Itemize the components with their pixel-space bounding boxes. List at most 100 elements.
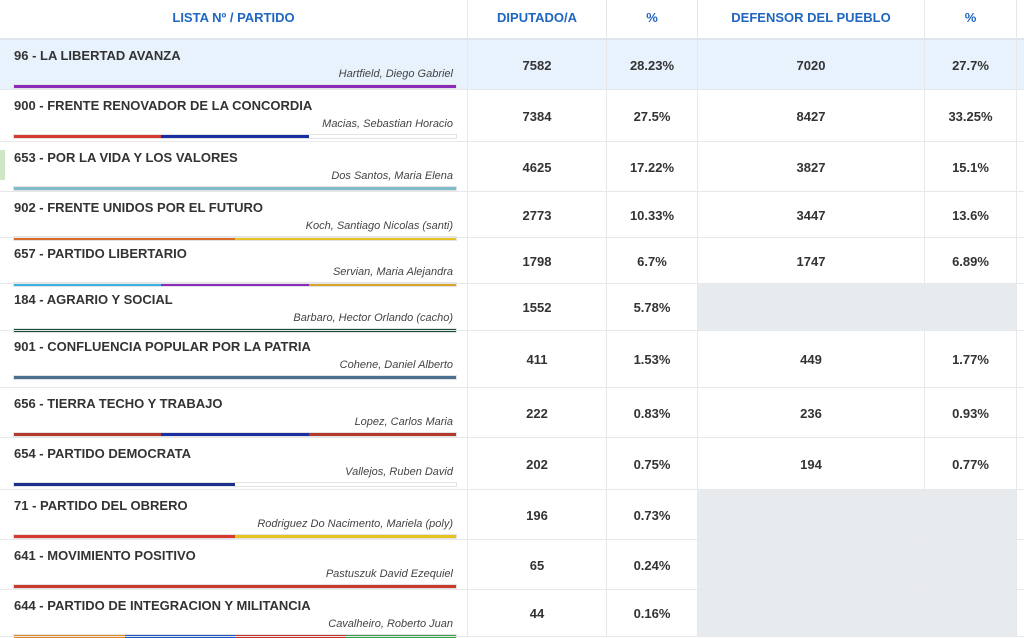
candidate-name: Macias, Sebastian Horacio — [322, 118, 453, 130]
party-name: 71 - PARTIDO DEL OBRERO — [14, 498, 188, 513]
party-color-segment — [14, 585, 456, 588]
row-divider — [0, 539, 1024, 540]
party-color-segment — [14, 535, 235, 538]
row-divider — [0, 283, 1024, 284]
party-cell: 900 - FRENTE RENOVADOR DE LA CONCORDIA Ma… — [0, 90, 468, 142]
table-row[interactable]: 657 - PARTIDO LIBERTARIO Servian, Maria A… — [0, 238, 1024, 287]
deputy-votes: 1798 — [468, 238, 607, 284]
party-color-segment — [14, 237, 235, 240]
side-tab — [0, 150, 5, 180]
defensor-votes: 194 — [698, 438, 925, 490]
party-color-bar — [13, 134, 457, 139]
party-color-segment — [14, 433, 162, 436]
table-row[interactable]: 653 - POR LA VIDA Y LOS VALORES Dos Santo… — [0, 142, 1024, 192]
candidate-name: Barbaro, Hector Orlando (cacho) — [293, 312, 453, 324]
table-row[interactable]: 902 - FRENTE UNIDOS POR EL FUTURO Koch, S… — [0, 192, 1024, 241]
header-deputy[interactable]: DIPUTADO/A — [468, 0, 607, 38]
deputy-votes: 202 — [468, 438, 607, 490]
party-color-segment — [308, 283, 456, 286]
party-color-segment — [235, 483, 456, 486]
deputy-percent: 5.78% — [607, 284, 698, 331]
deputy-votes: 2773 — [468, 192, 607, 238]
candidate-name: Dos Santos, Maria Elena — [331, 170, 453, 182]
party-color-segment — [161, 433, 309, 436]
party-color-segment — [14, 85, 456, 88]
header-deputy-percent[interactable]: % — [607, 0, 698, 38]
deputy-percent: 0.75% — [607, 438, 698, 490]
table-row[interactable]: 641 - MOVIMIENTO POSITIVO Pastuszuk David… — [0, 540, 1024, 590]
deputy-votes: 196 — [468, 490, 607, 540]
defensor-votes — [698, 490, 925, 540]
party-cell: 901 - CONFLUENCIA POPULAR POR LA PATRIA C… — [0, 331, 468, 388]
party-cell: 653 - POR LA VIDA Y LOS VALORES Dos Santo… — [0, 142, 468, 192]
table-row[interactable]: 900 - FRENTE RENOVADOR DE LA CONCORDIA Ma… — [0, 90, 1024, 142]
party-color-bar — [13, 375, 457, 380]
party-cell: 654 - PARTIDO DEMOCRATA Vallejos, Ruben D… — [0, 438, 468, 490]
defensor-percent: 0.93% — [925, 388, 1017, 438]
defensor-votes: 236 — [698, 388, 925, 438]
party-name: 641 - MOVIMIENTO POSITIVO — [14, 548, 196, 563]
defensor-votes — [698, 284, 925, 331]
defensor-percent: 0.77% — [925, 438, 1017, 490]
party-color-bar — [13, 482, 457, 487]
defensor-votes — [698, 540, 925, 590]
candidate-name: Vallejos, Ruben David — [345, 466, 453, 478]
table-row[interactable]: 644 - PARTIDO DE INTEGRACION Y MILITANCI… — [0, 590, 1024, 638]
deputy-votes: 7582 — [468, 40, 607, 90]
table-row[interactable]: 184 - AGRARIO Y SOCIAL Barbaro, Hector Or… — [0, 284, 1024, 333]
defensor-votes: 8427 — [698, 90, 925, 142]
party-cell: 902 - FRENTE UNIDOS POR EL FUTURO Koch, S… — [0, 192, 468, 241]
party-color-segment — [235, 535, 456, 538]
party-color-bar — [13, 584, 457, 589]
deputy-percent: 0.73% — [607, 490, 698, 540]
table-row[interactable]: 71 - PARTIDO DEL OBRERO Rodriguez Do Naci… — [0, 490, 1024, 540]
deputy-votes: 411 — [468, 331, 607, 388]
defensor-percent — [925, 540, 1017, 590]
deputy-votes: 7384 — [468, 90, 607, 142]
deputy-percent: 27.5% — [607, 90, 698, 142]
candidate-name: Koch, Santiago Nicolas (santi) — [305, 220, 453, 232]
table-row[interactable]: 901 - CONFLUENCIA POPULAR POR LA PATRIA C… — [0, 331, 1024, 388]
party-cell: 641 - MOVIMIENTO POSITIVO Pastuszuk David… — [0, 540, 468, 590]
table-row[interactable]: 96 - LA LIBERTAD AVANZA Hartfield, Diego … — [0, 40, 1024, 90]
defensor-percent: 13.6% — [925, 192, 1017, 238]
defensor-votes: 1747 — [698, 238, 925, 284]
table-row[interactable]: 654 - PARTIDO DEMOCRATA Vallejos, Ruben D… — [0, 438, 1024, 490]
party-name: 902 - FRENTE UNIDOS POR EL FUTURO — [14, 200, 263, 215]
deputy-percent: 6.7% — [607, 238, 698, 284]
party-name: 900 - FRENTE RENOVADOR DE LA CONCORDIA — [14, 98, 313, 113]
deputy-percent: 0.16% — [607, 590, 698, 637]
defensor-votes — [698, 590, 925, 637]
candidate-name: Hartfield, Diego Gabriel — [338, 68, 453, 80]
party-color-segment — [235, 237, 456, 240]
party-cell: 184 - AGRARIO Y SOCIAL Barbaro, Hector Or… — [0, 284, 468, 333]
party-color-segment — [308, 135, 456, 138]
party-color-bar — [13, 236, 457, 241]
header-defensor-percent[interactable]: % — [925, 0, 1017, 38]
row-divider — [0, 387, 1024, 388]
party-name: 654 - PARTIDO DEMOCRATA — [14, 446, 191, 461]
header-defensor[interactable]: DEFENSOR DEL PUEBLO — [698, 0, 925, 38]
defensor-percent: 1.77% — [925, 331, 1017, 388]
party-name: 184 - AGRARIO Y SOCIAL — [14, 292, 173, 307]
deputy-percent: 17.22% — [607, 142, 698, 192]
party-cell: 656 - TIERRA TECHO Y TRABAJO Lopez, Carlo… — [0, 388, 468, 438]
deputy-votes: 222 — [468, 388, 607, 438]
party-name: 96 - LA LIBERTAD AVANZA — [14, 48, 181, 63]
table-row[interactable]: 656 - TIERRA TECHO Y TRABAJO Lopez, Carlo… — [0, 388, 1024, 438]
party-color-segment — [161, 135, 309, 138]
party-cell: 644 - PARTIDO DE INTEGRACION Y MILITANCI… — [0, 590, 468, 638]
defensor-percent: 33.25% — [925, 90, 1017, 142]
defensor-votes: 449 — [698, 331, 925, 388]
candidate-name: Cavalheiro, Roberto Juan — [328, 618, 453, 630]
party-color-bar — [13, 432, 457, 437]
party-color-bar — [13, 534, 457, 539]
row-divider — [0, 437, 1024, 438]
candidate-name: Lopez, Carlos Maria — [354, 416, 453, 428]
row-divider — [0, 141, 1024, 142]
header-party[interactable]: LISTA Nº / PARTIDO — [0, 0, 468, 38]
party-color-segment — [14, 135, 162, 138]
deputy-votes: 65 — [468, 540, 607, 590]
party-color-bar — [13, 282, 457, 287]
defensor-votes: 7020 — [698, 40, 925, 90]
